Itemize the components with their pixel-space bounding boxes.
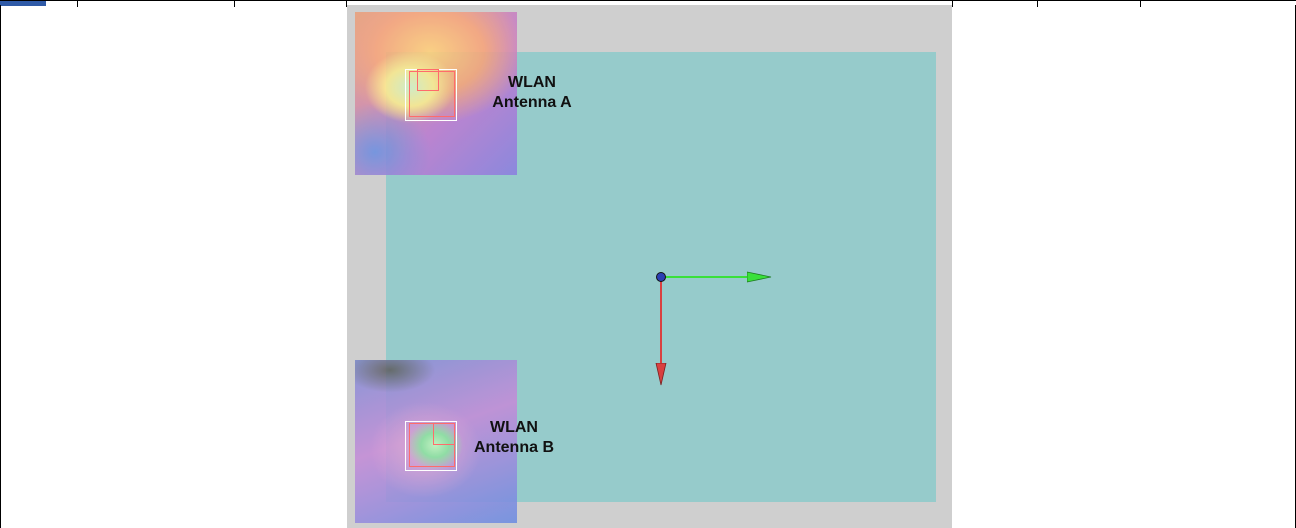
- pcb-3d-viewport[interactable]: WLAN Antenna A WLAN Antenna B: [347, 5, 952, 528]
- antenna-b-outline[interactable]: [409, 423, 455, 467]
- antenna-b-label: WLAN Antenna B: [459, 418, 569, 458]
- x-axis-line[interactable]: [661, 276, 753, 278]
- antenna-b-label-line2: Antenna B: [474, 439, 554, 456]
- selected-cell[interactable]: [0, 1, 46, 6]
- column-divider: [1037, 1, 1038, 7]
- x-axis-arrow-icon[interactable]: [747, 270, 773, 284]
- antenna-a-heatmap: [355, 12, 517, 175]
- column-divider: [77, 1, 78, 7]
- table-column-strip: [0, 0, 1296, 7]
- antenna-b-label-line1: WLAN: [490, 419, 538, 436]
- column-divider: [952, 1, 953, 7]
- antenna-a-outline[interactable]: [409, 71, 455, 117]
- column-divider: [1140, 1, 1141, 7]
- y-axis-line[interactable]: [660, 281, 662, 365]
- antenna-b-pad: [433, 423, 455, 445]
- antenna-b-heatmap: [355, 360, 517, 523]
- antenna-b-footprint: [405, 421, 457, 471]
- column-divider: [346, 1, 347, 7]
- antenna-a-label-line2: Antenna A: [492, 94, 572, 111]
- antenna-a-pad: [417, 69, 439, 91]
- antenna-a-label: WLAN Antenna A: [477, 73, 587, 113]
- y-axis-arrow-icon[interactable]: [654, 363, 668, 387]
- origin-dot-icon[interactable]: [656, 272, 666, 282]
- column-divider: [234, 1, 235, 7]
- antenna-a-label-line1: WLAN: [508, 74, 556, 91]
